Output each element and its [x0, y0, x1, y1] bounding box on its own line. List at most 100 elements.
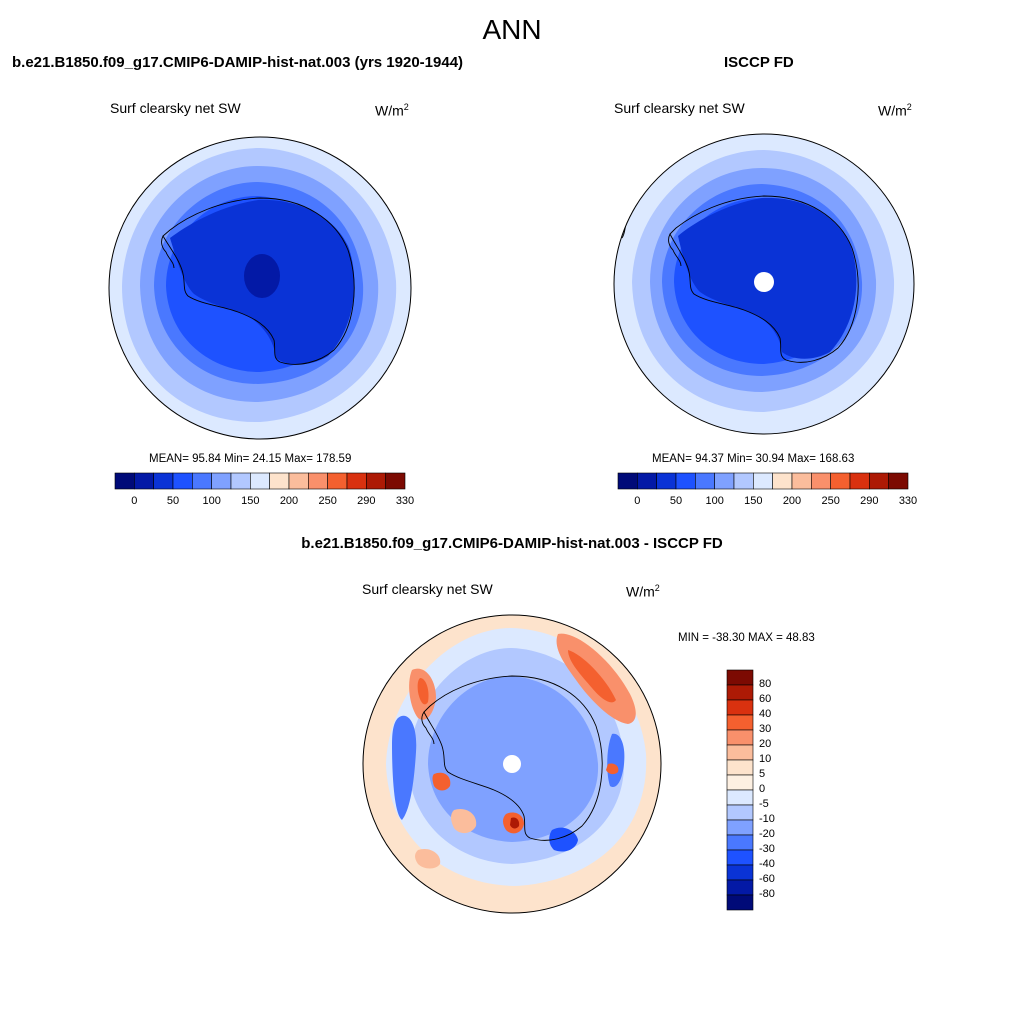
colorbar-box: [726, 669, 754, 686]
colorbar-box: [726, 759, 754, 776]
panel3-negative-west: [392, 715, 417, 820]
panel3-pole-hole: [503, 755, 521, 773]
panel3-positive-south: [451, 808, 477, 834]
colorbar-box: [617, 472, 638, 490]
panel1-units: W/m2: [375, 102, 409, 119]
colorbar-box: [714, 472, 735, 490]
colorbar-box: [733, 472, 754, 490]
panel1-pole-minimum: [244, 254, 280, 298]
figure-title: ANN: [482, 14, 542, 45]
colorbar-box: [869, 472, 889, 490]
colorbar-box: [308, 472, 328, 490]
panel1-title: b.e21.B1850.f09_g17.CMIP6-DAMIP-hist-nat…: [12, 54, 464, 71]
colorbar-tick-label: -80: [759, 888, 775, 900]
colorbar-tick-label: 50: [669, 495, 683, 507]
colorbar-box: [230, 472, 251, 490]
colorbar-tick-label: 290: [357, 495, 376, 507]
panel3-coastline: [423, 675, 603, 841]
colorbar-box: [888, 472, 909, 490]
colorbar-box: [791, 472, 812, 490]
colorbar-box: [811, 472, 831, 490]
colorbar-box: [849, 472, 870, 490]
colorbar-box: [192, 472, 212, 490]
colorbar-box: [656, 472, 677, 490]
colorbar-box: [726, 894, 754, 911]
colorbar-tick-label: -40: [759, 858, 775, 870]
colorbar-tick-label: 50: [166, 495, 180, 507]
colorbar-tick-label: 0: [634, 495, 641, 507]
panel1-coastline: [162, 197, 355, 365]
colorbar-tick-label: 0: [131, 495, 138, 507]
colorbar-box: [726, 684, 754, 701]
panel2-units: W/m2: [878, 102, 912, 119]
panel3-stats: MIN = -38.30 MAX = 48.83: [678, 632, 815, 644]
colorbar-tick-label: 20: [759, 738, 772, 750]
colorbar-box: [726, 699, 754, 716]
colorbar-box: [772, 472, 793, 490]
colorbar-tick-label: 150: [241, 495, 260, 507]
colorbar-box: [726, 819, 754, 836]
panel2-title: ISCCP FD: [724, 54, 794, 71]
panel3-positive-sw: [415, 848, 441, 869]
colorbar-tick-label: 290: [860, 495, 879, 507]
colorbar-box: [695, 472, 715, 490]
panel2-polar-map: [613, 133, 915, 435]
panel3-positive-peninsula: [432, 772, 451, 791]
colorbar-tick-label: 60: [759, 693, 772, 705]
colorbar-box: [726, 804, 754, 821]
colorbar-tick-label: 100: [202, 495, 221, 507]
colorbar-box: [327, 472, 348, 490]
panel1-peninsula-coast: [161, 235, 175, 269]
colorbar-tick-label: 0: [759, 783, 766, 795]
panel3-peninsula-coast: [421, 711, 435, 745]
panel2-coastline: [669, 195, 859, 363]
colorbar-tick-label: 150: [744, 495, 763, 507]
colorbar-box: [726, 744, 754, 761]
colorbar-tick-label: -20: [759, 828, 775, 840]
colorbar-box: [134, 472, 154, 490]
panel2-pole-hole: [754, 272, 774, 292]
panel2-peninsula-coast: [668, 233, 682, 267]
panel3-positive-nw-core: [417, 678, 429, 705]
panel1-colorbar: [114, 472, 406, 490]
panel3-polar-map: [362, 614, 662, 914]
panel2-stats: MEAN= 94.37 Min= 30.94 Max= 168.63: [652, 453, 855, 465]
colorbar-box: [753, 472, 773, 490]
colorbar-box: [726, 849, 754, 866]
colorbar-box: [346, 472, 367, 490]
colorbar-tick-label: -10: [759, 813, 775, 825]
colorbar-tick-label: 250: [821, 495, 840, 507]
panel1-stats: MEAN= 95.84 Min= 24.15 Max= 178.59: [149, 453, 352, 465]
colorbar-tick-label: -60: [759, 873, 775, 885]
colorbar-box: [288, 472, 309, 490]
colorbar-tick-label: 200: [279, 495, 299, 507]
colorbar-tick-label: 200: [782, 495, 802, 507]
colorbar-box: [211, 472, 232, 490]
colorbar-box: [172, 472, 193, 490]
colorbar-tick-label: 30: [759, 723, 772, 735]
colorbar-box: [830, 472, 851, 490]
panel3-variable-label: Surf clearsky net SW: [362, 581, 493, 597]
panel1-variable-label: Surf clearsky net SW: [110, 100, 241, 116]
colorbar-box: [250, 472, 270, 490]
colorbar-box: [269, 472, 290, 490]
colorbar-box: [726, 714, 754, 731]
panel2-variable-label: Surf clearsky net SW: [614, 100, 745, 116]
colorbar-box: [114, 472, 135, 490]
colorbar-box: [675, 472, 696, 490]
colorbar-tick-label: 330: [898, 495, 918, 507]
colorbar-tick-label: 330: [395, 495, 415, 507]
panel3-positive-ne-core: [568, 650, 616, 703]
panel3-colorbar: [726, 669, 754, 911]
colorbar-tick-label: 80: [759, 678, 772, 690]
colorbar-tick-label: 5: [759, 768, 766, 780]
colorbar-tick-label: 40: [759, 708, 772, 720]
panel1-polar-map: [108, 136, 412, 440]
colorbar-box: [153, 472, 174, 490]
panel2-colorbar: [617, 472, 909, 490]
panel3-units: W/m2: [626, 583, 660, 600]
colorbar-tick-label: -30: [759, 843, 775, 855]
colorbar-tick-label: 10: [759, 753, 772, 765]
colorbar-box: [726, 729, 754, 746]
colorbar-tick-label: -5: [759, 798, 769, 810]
